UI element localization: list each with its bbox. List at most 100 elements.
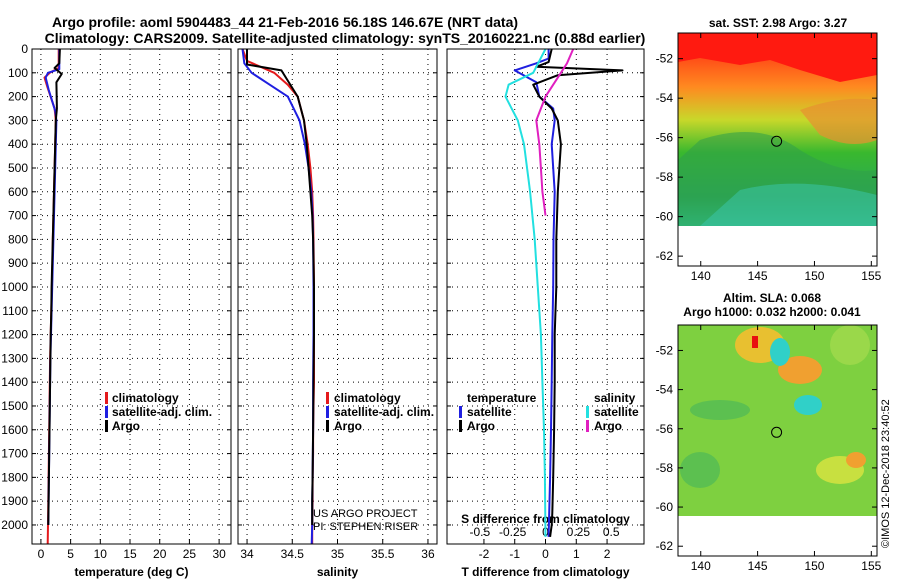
x-tick-label: 30: [212, 547, 226, 561]
map-x-tick-label: 150: [804, 559, 824, 573]
sla-map-field: [678, 325, 877, 516]
credit-project: US ARGO PROJECT: [313, 508, 418, 520]
series-line-satellite-adj-clim-: [241, 48, 315, 545]
map-y-tick-label: -54: [656, 91, 674, 105]
legend-swatch-s-satellite: [586, 406, 589, 418]
y-tick-label: 500: [8, 161, 28, 175]
imos-watermark: ©IMOS 12-Dec-2018 23:40:52: [880, 399, 892, 548]
y-tick-label: 2000: [1, 518, 28, 532]
salinity-diff-tick-label: -0.5: [469, 525, 490, 539]
series-line-s-argo: [535, 48, 575, 216]
legend-label-satellite: satellite-adj. clim.: [112, 405, 212, 419]
x-tick-label: 0: [38, 547, 45, 561]
map-y-tick-label: -56: [656, 422, 674, 436]
legend-swatch-satellite: [105, 406, 108, 418]
y-tick-label: 1600: [1, 423, 28, 437]
map-x-tick-label: 145: [748, 269, 768, 283]
sst-map-field: [678, 33, 877, 226]
legend-swatch-climatology: [326, 392, 329, 404]
temperature-panel: 0 5 10 15 20 25 300100200300400500600700800900…: [1, 42, 232, 579]
sla-map-frame: [677, 324, 878, 557]
map-y-tick-label: -52: [656, 52, 674, 66]
map-y-tick-label: -52: [656, 343, 674, 357]
x-tick-label: 34: [240, 547, 254, 561]
legend-label-t-satellite: satellite: [467, 405, 512, 419]
y-tick-label: 1400: [1, 375, 28, 389]
legend-swatch-argo: [326, 420, 329, 432]
series-line-argo: [246, 49, 315, 525]
x-tick-label: 10: [94, 547, 108, 561]
sst-map-axes: 140 145 150 155 -52 -54 -56 -58 -60 -62: [656, 33, 882, 283]
map-x-tick-label: 140: [691, 559, 711, 573]
sla-map-axes: 140 145 150 155 -52 -54 -56 -58 -60 -62: [656, 325, 882, 573]
map-y-tick-label: -58: [656, 461, 674, 475]
y-tick-label: 1700: [1, 447, 28, 461]
map-y-tick-label: -58: [656, 170, 674, 184]
x-tick-label: 36: [421, 547, 435, 561]
sst-argo-marker: [771, 135, 783, 147]
figure-title-line2: Climatology: CARS2009. Satellite-adjuste…: [45, 30, 646, 46]
series-line-t-satellite: [513, 49, 556, 537]
map-y-tick-label: -60: [656, 210, 674, 224]
legend-swatch-s-argo: [586, 420, 589, 432]
x-tick-label: 35: [331, 547, 345, 561]
x-tick-label: 2: [604, 547, 611, 561]
legend-swatch-satellite: [326, 406, 329, 418]
x-tick-label: 5: [67, 547, 74, 561]
y-tick-label: 1500: [1, 399, 28, 413]
map-x-tick-label: 140: [691, 269, 711, 283]
map-y-tick-label: -56: [656, 131, 674, 145]
x-tick-label: 25: [183, 547, 197, 561]
map-y-tick-label: -62: [656, 539, 674, 553]
x-tick-label: 35.5: [371, 547, 395, 561]
legend-label-argo: Argo: [112, 419, 140, 433]
salinity-legend: climatology satellite-adj. clim. Argo US…: [313, 391, 434, 533]
x-tick-label: 1: [573, 547, 580, 561]
y-tick-label: 1900: [1, 494, 28, 508]
salinity-diff-tick-label: -0.25: [499, 525, 527, 539]
series-line-t-argo: [532, 48, 624, 538]
series-line-climatology: [241, 48, 315, 544]
map-y-tick-label: -54: [656, 383, 674, 397]
legend-swatch-t-argo: [459, 420, 462, 432]
y-tick-label: 900: [8, 256, 28, 270]
legend-title-temperature: temperature: [467, 391, 537, 405]
sst-map: sat. SST: 2.98 Argo: 3.27 140 145 150 155 -5…: [656, 16, 882, 283]
legend-label-s-argo: Argo: [594, 419, 622, 433]
y-tick-label: 1800: [1, 470, 28, 484]
x-tick-label: 34.5: [281, 547, 305, 561]
legend-swatch-argo: [105, 420, 108, 432]
figure-title-line1: Argo profile: aoml 5904483_44 21-Feb-201…: [52, 14, 518, 30]
legend-swatch-climatology: [105, 392, 108, 404]
y-tick-label: 200: [8, 90, 28, 104]
x-tick-label: 15: [123, 547, 137, 561]
salinity-panel: 34 34.5 35 35.5 36 salinity: [237, 48, 438, 579]
x-axis-label: salinity: [317, 565, 359, 579]
y-tick-label: 700: [8, 209, 28, 223]
sla-map-subtitle: Argo h1000: 0.032 h2000: 0.041: [683, 305, 861, 319]
x-axis-label: T difference from climatology: [461, 565, 629, 579]
y-tick-label: 1300: [1, 351, 28, 365]
sst-map-title: sat. SST: 2.98 Argo: 3.27: [709, 16, 848, 30]
y-tick-label: 1100: [2, 304, 28, 318]
salinity-diff-tick-label: 0.25: [567, 525, 591, 539]
map-x-tick-label: 150: [804, 269, 824, 283]
x-tick-label: 20: [153, 547, 167, 561]
legend-label-argo: Argo: [334, 419, 362, 433]
y-tick-label: 800: [8, 232, 28, 246]
legend-label-satellite: satellite-adj. clim.: [334, 405, 434, 419]
legend-label-climatology: climatology: [112, 391, 179, 405]
x-tick-label: -1: [509, 547, 520, 561]
y-tick-label: 0: [21, 42, 28, 56]
y-tick-label: 100: [8, 66, 28, 80]
sst-map-frame: [677, 32, 878, 267]
legend-label-s-satellite: satellite: [594, 405, 639, 419]
difference-panel: -2 -1 0 1 2-0.5 -0.25 0 0.25 0.5S difference fro…: [446, 48, 645, 579]
series-line-argo: [47, 48, 63, 526]
map-x-tick-label: 155: [861, 559, 881, 573]
temperature-legend: climatology satellite-adj. clim. Argo: [105, 391, 212, 433]
y-tick-label: 600: [8, 185, 28, 199]
plot-frame: [31, 48, 232, 545]
legend-label-t-argo: Argo: [467, 419, 495, 433]
x-tick-label: 0: [542, 547, 549, 561]
